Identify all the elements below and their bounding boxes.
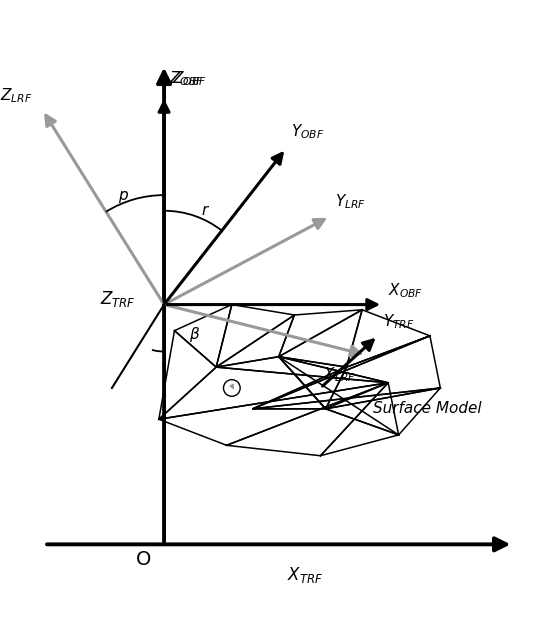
Text: $Z_{OBF}$: $Z_{OBF}$	[172, 69, 206, 88]
Text: $X_{LRF}$: $X_{LRF}$	[323, 365, 356, 384]
Text: $Y_{LRF}$: $Y_{LRF}$	[335, 193, 366, 211]
Text: $Z_{TRF}$: $Z_{TRF}$	[100, 289, 135, 309]
Text: $X_{TRF}$: $X_{TRF}$	[287, 565, 323, 585]
Text: O: O	[135, 551, 151, 570]
Text: $X_{OBF}$: $X_{OBF}$	[388, 282, 423, 301]
Text: $p$: $p$	[118, 189, 129, 205]
Text: $r$: $r$	[200, 203, 210, 218]
Text: $Z_{OBF}$: $Z_{OBF}$	[169, 69, 204, 88]
Text: Surface Model: Surface Model	[374, 401, 482, 416]
Text: $\beta$: $\beta$	[189, 325, 200, 345]
Text: $Y_{OBF}$: $Y_{OBF}$	[291, 122, 325, 140]
Text: $Y_{TRF}$: $Y_{TRF}$	[383, 312, 415, 331]
Text: $Z_{LRF}$: $Z_{LRF}$	[0, 86, 32, 105]
